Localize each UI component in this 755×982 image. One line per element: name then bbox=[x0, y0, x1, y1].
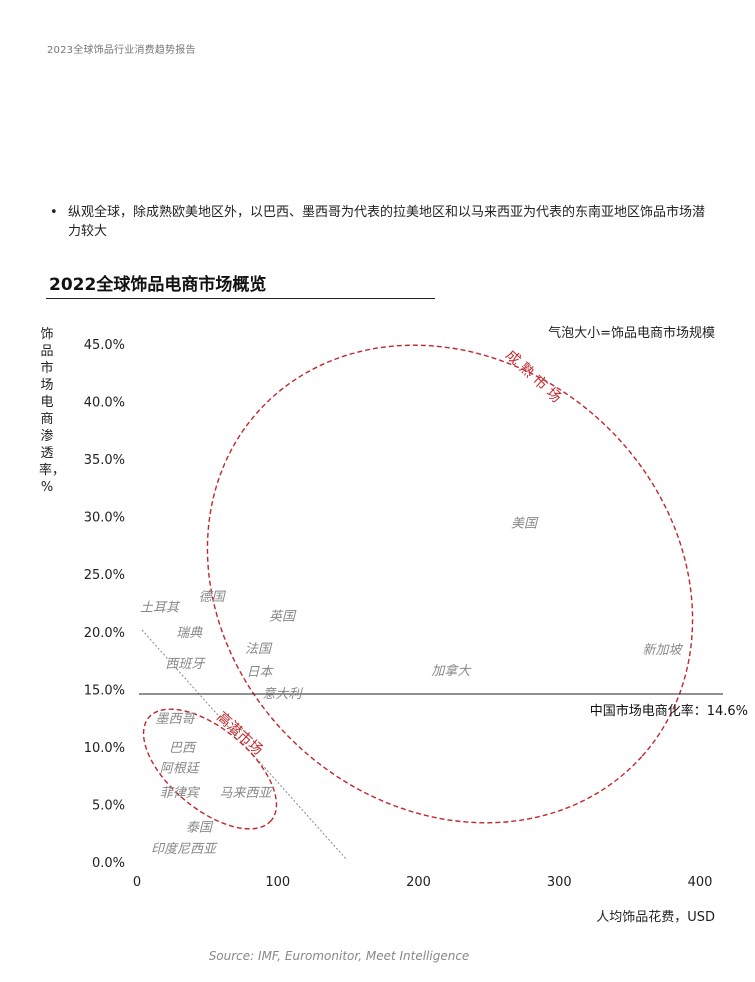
svg-text:成 熟 市 场: 成 熟 市 场 bbox=[502, 346, 564, 406]
x-tick-label: 400 bbox=[688, 875, 713, 890]
y-tick-label: 0.0% bbox=[92, 856, 125, 871]
high-potential-ellipse bbox=[142, 708, 278, 830]
high-potential-label: 高潜市场 bbox=[213, 708, 266, 758]
x-axis-label: 人均饰品花费，USD bbox=[596, 910, 715, 925]
bullet-dot: • bbox=[50, 205, 58, 220]
data-point-label: 墨西哥 bbox=[155, 712, 196, 727]
y-tick-label: 20.0% bbox=[84, 626, 125, 641]
data-point-label: 西班牙 bbox=[165, 657, 206, 672]
y-tick-label: 15.0% bbox=[84, 683, 125, 698]
source-note: Source: IMF, Euromonitor, Meet Intellige… bbox=[208, 949, 470, 963]
y-tick-label: 40.0% bbox=[84, 396, 125, 411]
data-point-label: 日本 bbox=[246, 665, 274, 680]
data-point-label: 瑞典 bbox=[176, 626, 203, 641]
bullet-point: • 纵观全球，除成熟欧美地区外，以巴西、墨西哥为代表的拉美地区和以马来西亚为代表… bbox=[50, 203, 710, 241]
data-point-label: 阿根廷 bbox=[160, 762, 201, 777]
data-point-label: 新加坡 bbox=[642, 643, 683, 658]
x-tick-label: 300 bbox=[547, 875, 572, 890]
data-point-label: 美国 bbox=[511, 516, 539, 531]
svg-text:高潜市场: 高潜市场 bbox=[213, 708, 266, 758]
data-point-label: 德国 bbox=[199, 590, 227, 605]
data-point-label: 巴西 bbox=[169, 741, 197, 756]
y-tick-label: 5.0% bbox=[92, 798, 125, 813]
diagonal-guide-line bbox=[141, 629, 348, 861]
report-header: 2023全球饰品行业消费趋势报告 bbox=[47, 45, 196, 56]
y-tick-labels: 0.0% 5.0% 10.0% 15.0% 20.0% 25.0% 30.0% 35.0% 40… bbox=[84, 338, 125, 871]
y-tick-label: 25.0% bbox=[84, 568, 125, 583]
chart-title: 2022全球饰品电商市场概览 bbox=[49, 275, 267, 295]
y-tick-label: 30.0% bbox=[84, 511, 125, 526]
data-point-label: 法国 bbox=[245, 642, 273, 657]
y-tick-label: 10.0% bbox=[84, 741, 125, 756]
data-point-label: 马来西亚 bbox=[219, 786, 273, 801]
china-reference-label: 中国市场电商化率：14.6% bbox=[590, 703, 748, 719]
y-tick-label: 45.0% bbox=[84, 338, 125, 353]
data-point-label: 印度尼西亚 bbox=[151, 842, 218, 857]
data-point-label: 英国 bbox=[269, 610, 297, 625]
x-tick-label: 0 bbox=[133, 875, 141, 890]
x-tick-label: 200 bbox=[406, 875, 431, 890]
mature-market-ellipse bbox=[206, 344, 694, 824]
data-point-label: 意大利 bbox=[262, 686, 303, 702]
data-point-label: 土耳其 bbox=[140, 600, 181, 615]
data-point-label: 加拿大 bbox=[431, 663, 472, 679]
x-tick-labels: 0 100 200 300 400 bbox=[133, 875, 713, 890]
x-tick-label: 100 bbox=[265, 875, 290, 890]
mature-market-label: 成 熟 市 场 bbox=[502, 346, 564, 406]
y-tick-label: 35.0% bbox=[84, 453, 125, 468]
bubble-size-note: 气泡大小=饰品电商市场规模 bbox=[548, 326, 715, 341]
bullet-text: 纵观全球，除成熟欧美地区外，以巴西、墨西哥为代表的拉美地区和以马来西亚为代表的东… bbox=[68, 205, 706, 239]
data-point-label: 泰国 bbox=[186, 820, 214, 835]
data-point-label: 菲律宾 bbox=[160, 786, 201, 801]
title-underline bbox=[46, 298, 435, 299]
